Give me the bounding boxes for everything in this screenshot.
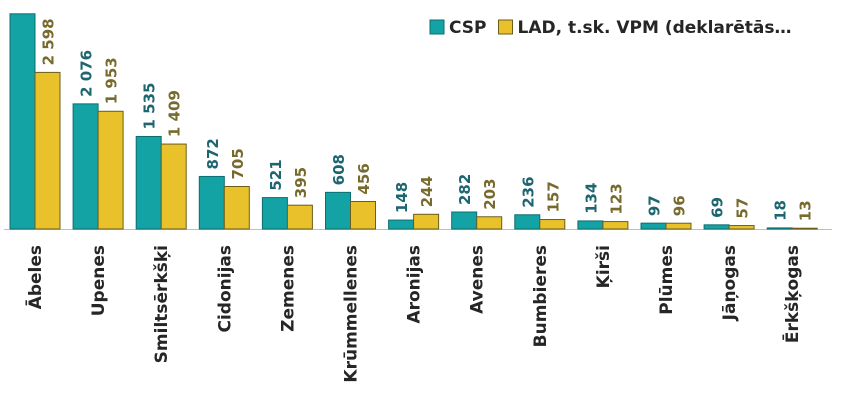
value-label: 1 535 — [141, 82, 159, 129]
value-label: 134 — [582, 183, 600, 214]
bar — [791, 227, 818, 230]
value-label: 521 — [267, 159, 285, 190]
value-label: 282 — [456, 174, 474, 205]
legend-swatch — [429, 19, 445, 35]
bar — [602, 221, 629, 230]
bar — [325, 191, 351, 230]
bar — [97, 110, 124, 230]
bar — [728, 225, 755, 230]
bar — [577, 220, 604, 230]
legend-swatch — [498, 19, 513, 35]
bar — [350, 201, 376, 230]
bar — [261, 197, 288, 230]
x-tick-label: Jāņogas — [720, 245, 740, 321]
bar — [703, 224, 730, 230]
bar — [388, 219, 415, 230]
value-label: 2 598 — [40, 18, 58, 65]
bar — [34, 71, 61, 230]
bar — [160, 143, 187, 230]
bar — [135, 135, 162, 230]
x-tick-label: Smiltsērkšķi — [152, 245, 172, 363]
x-tick-label: Avenes — [468, 245, 488, 314]
bar — [72, 103, 99, 230]
value-label: 236 — [519, 176, 537, 207]
value-label: 96 — [671, 195, 689, 216]
value-label: 1 409 — [166, 90, 184, 137]
value-label: 608 — [330, 154, 348, 185]
value-label: 18 — [772, 200, 790, 221]
value-label: 148 — [393, 182, 411, 213]
bar — [9, 13, 36, 230]
bar — [413, 213, 440, 230]
value-label: 69 — [709, 197, 727, 218]
bar — [476, 216, 503, 230]
value-label: 1 953 — [103, 57, 121, 104]
x-tick-label: Krūmmellenes — [342, 245, 362, 383]
x-tick-label: Aronijas — [405, 245, 425, 324]
legend-label: LAD, t.sk. VPM (deklarētās… — [518, 18, 792, 38]
value-label: 203 — [481, 178, 499, 209]
x-tick-label: Ābeles — [24, 245, 46, 309]
x-tick-label: Upenes — [89, 245, 109, 316]
value-label: 2 076 — [78, 50, 96, 97]
legend-label: CSP — [449, 18, 487, 38]
bar — [766, 227, 793, 230]
value-label: 97 — [646, 195, 664, 216]
bar — [514, 214, 541, 230]
value-label: 872 — [204, 138, 222, 169]
value-label: 395 — [292, 167, 310, 198]
bar — [665, 222, 692, 230]
x-tick-label: Ķirši — [594, 245, 614, 288]
x-tick-label: Bumbieres — [531, 245, 551, 347]
value-label: 13 — [797, 200, 815, 221]
value-label: 456 — [355, 163, 373, 194]
bar — [451, 211, 478, 230]
bar — [640, 222, 667, 230]
value-label: 244 — [418, 176, 436, 207]
bar — [286, 204, 313, 230]
value-label: 57 — [734, 198, 752, 219]
value-label: 705 — [229, 148, 247, 179]
x-tick-label: Zemenes — [278, 245, 298, 332]
bar — [223, 186, 250, 230]
bar — [198, 175, 225, 230]
x-tick-label: Cidonijas — [215, 245, 235, 333]
value-label: 123 — [607, 183, 625, 214]
value-label: 157 — [544, 181, 562, 212]
x-tick-label: Ērkšķogas — [781, 245, 803, 343]
bar — [539, 219, 566, 230]
x-tick-label: Plūmes — [657, 245, 677, 315]
